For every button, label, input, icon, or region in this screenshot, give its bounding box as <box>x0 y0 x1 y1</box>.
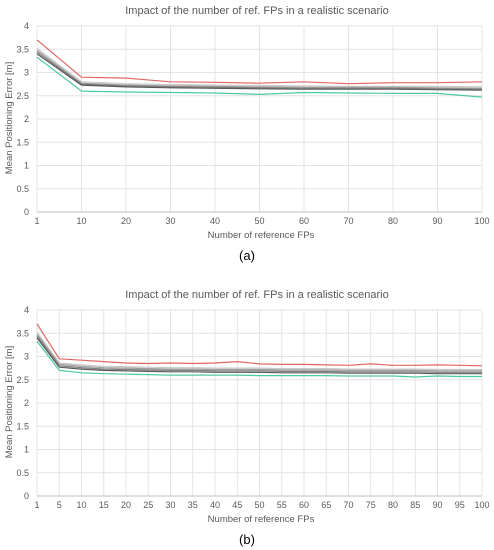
chart-b-ytick-label: 3.5 <box>16 328 29 338</box>
chart-b-title: Impact of the number of ref. FPs in a re… <box>125 289 389 301</box>
chart-a-xtick-label: 70 <box>343 216 353 226</box>
chart-b-series-6-line <box>36 340 482 378</box>
chart-b-ytick-label: 1.5 <box>16 421 29 431</box>
chart-a-xtick-label: 1 <box>34 216 39 226</box>
chart-a-title: Impact of the number of ref. FPs in a re… <box>125 5 389 17</box>
chart-a-series-4-line <box>36 51 483 90</box>
chart-a-ytick-label: 1 <box>24 161 29 171</box>
chart-b-xtick-label: 40 <box>210 500 220 510</box>
chart-a-xtick-label: 50 <box>254 216 264 226</box>
chart-b-ytick-label: 3 <box>24 352 29 362</box>
chart-b-xtick-label: 20 <box>121 500 131 510</box>
chart-b-ytick-label: 4 <box>24 305 29 315</box>
chart-a-ytick-label: 3.5 <box>16 44 29 54</box>
chart-a-caption: (a) <box>239 248 255 263</box>
chart-a-xtick-label: 30 <box>165 216 175 226</box>
chart-b-xtick-label: 60 <box>299 500 309 510</box>
chart-b-xtick-label: 30 <box>165 500 175 510</box>
chart-a-ytick-label: 4 <box>24 21 29 31</box>
chart-a-series-5-line <box>36 53 483 91</box>
chart-a-xtick-label: 90 <box>432 216 442 226</box>
chart-a-ylabel: Mean Positioning Error [m] <box>4 62 15 174</box>
chart-a-series-6-line <box>36 56 483 98</box>
chart-b-xtick-label: 25 <box>143 500 153 510</box>
chart-a-xtick-label: 40 <box>210 216 220 226</box>
chart-b-xtick-label: 35 <box>188 500 198 510</box>
chart-b-xtick-label: 45 <box>232 500 242 510</box>
chart-b-ylabel: Mean Positioning Error [m] <box>4 346 15 458</box>
chart-a-xtick-label: 10 <box>76 216 86 226</box>
chart-b-plot-area: 00.511.522.533.541 5 10 15 20 25 30 35 40 45 50 55 6… <box>16 305 489 510</box>
chart-b-xtick-label: 70 <box>343 500 353 510</box>
chart-b-xtick-label: 85 <box>410 500 420 510</box>
chart-a-ytick-label: 2.5 <box>16 91 29 101</box>
chart-b-xtick-label: 1 <box>34 500 39 510</box>
chart-b-ytick-label: 0 <box>24 491 29 501</box>
chart-b-xtick-label: 50 <box>254 500 264 510</box>
chart-a-ytick-label: 2 <box>24 114 29 124</box>
chart-b-xtick-label: 65 <box>321 500 331 510</box>
chart-a-xtick-label: 80 <box>388 216 398 226</box>
chart-b-series-1-line <box>36 323 483 367</box>
chart-a-xtick-label: 60 <box>299 216 309 226</box>
chart-a-ytick-label: 1.5 <box>16 137 29 147</box>
chart-a-series-2-line <box>36 47 483 88</box>
chart-b-xtick-label: 5 <box>57 500 62 510</box>
chart-b-xtick-label: 15 <box>99 500 109 510</box>
chart-a-series-1-line <box>36 39 483 85</box>
chart-b-xtick-label: 75 <box>366 500 376 510</box>
chart-b-ytick-label: 1 <box>24 445 29 455</box>
chart-b-ytick-label: 2 <box>24 398 29 408</box>
chart-b-caption: (b) <box>239 532 255 547</box>
chart-a-ytick-label: 3 <box>24 68 29 78</box>
chart-a-xlabel: Number of reference FPs <box>208 230 315 241</box>
chart-b-series-5-line <box>36 337 482 375</box>
chart-b-xtick-label: 90 <box>432 500 442 510</box>
chart-a-series-3-line <box>36 49 483 89</box>
chart-b-xtick-label: 95 <box>455 500 465 510</box>
chart-a-ytick-label: 0.5 <box>16 184 29 194</box>
chart-a-plot-area: 0 0.5 1 1.5 2 2.5 3 3.5 4 1 10 20 30 40 50 60 70 80 90 100 <box>16 21 489 226</box>
chart-b-ytick-label: 0.5 <box>16 468 29 478</box>
chart-b-xtick-label: 55 <box>277 500 287 510</box>
chart-b-xtick-label: 80 <box>388 500 398 510</box>
chart-a-xtick-label: 20 <box>121 216 131 226</box>
chart-b-series-3-line <box>36 333 482 372</box>
chart-a-xtick-label: 100 <box>474 216 489 226</box>
chart-b-xtick-label: 10 <box>76 500 86 510</box>
chart-b-series-2-line <box>36 331 482 371</box>
chart-b-ytick-label: 2.5 <box>16 375 29 385</box>
chart-b-xtick-label: 100 <box>474 500 489 510</box>
chart-b-xlabel: Number of reference FPs <box>208 514 315 525</box>
chart-a-ytick-label: 0 <box>24 207 29 217</box>
chart-b-series-4-line <box>36 335 482 373</box>
